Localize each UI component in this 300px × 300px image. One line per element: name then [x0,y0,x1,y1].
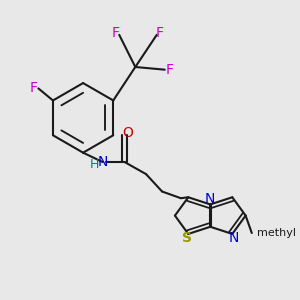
Text: F: F [112,26,120,40]
Text: methyl: methyl [257,228,296,238]
Text: S: S [182,231,192,245]
Text: F: F [166,63,174,77]
Text: F: F [30,81,38,95]
Text: F: F [156,26,164,40]
Text: N: N [229,231,239,245]
Text: O: O [122,126,133,140]
Text: N: N [205,192,215,206]
Text: H: H [90,158,99,171]
Text: N: N [98,155,108,169]
